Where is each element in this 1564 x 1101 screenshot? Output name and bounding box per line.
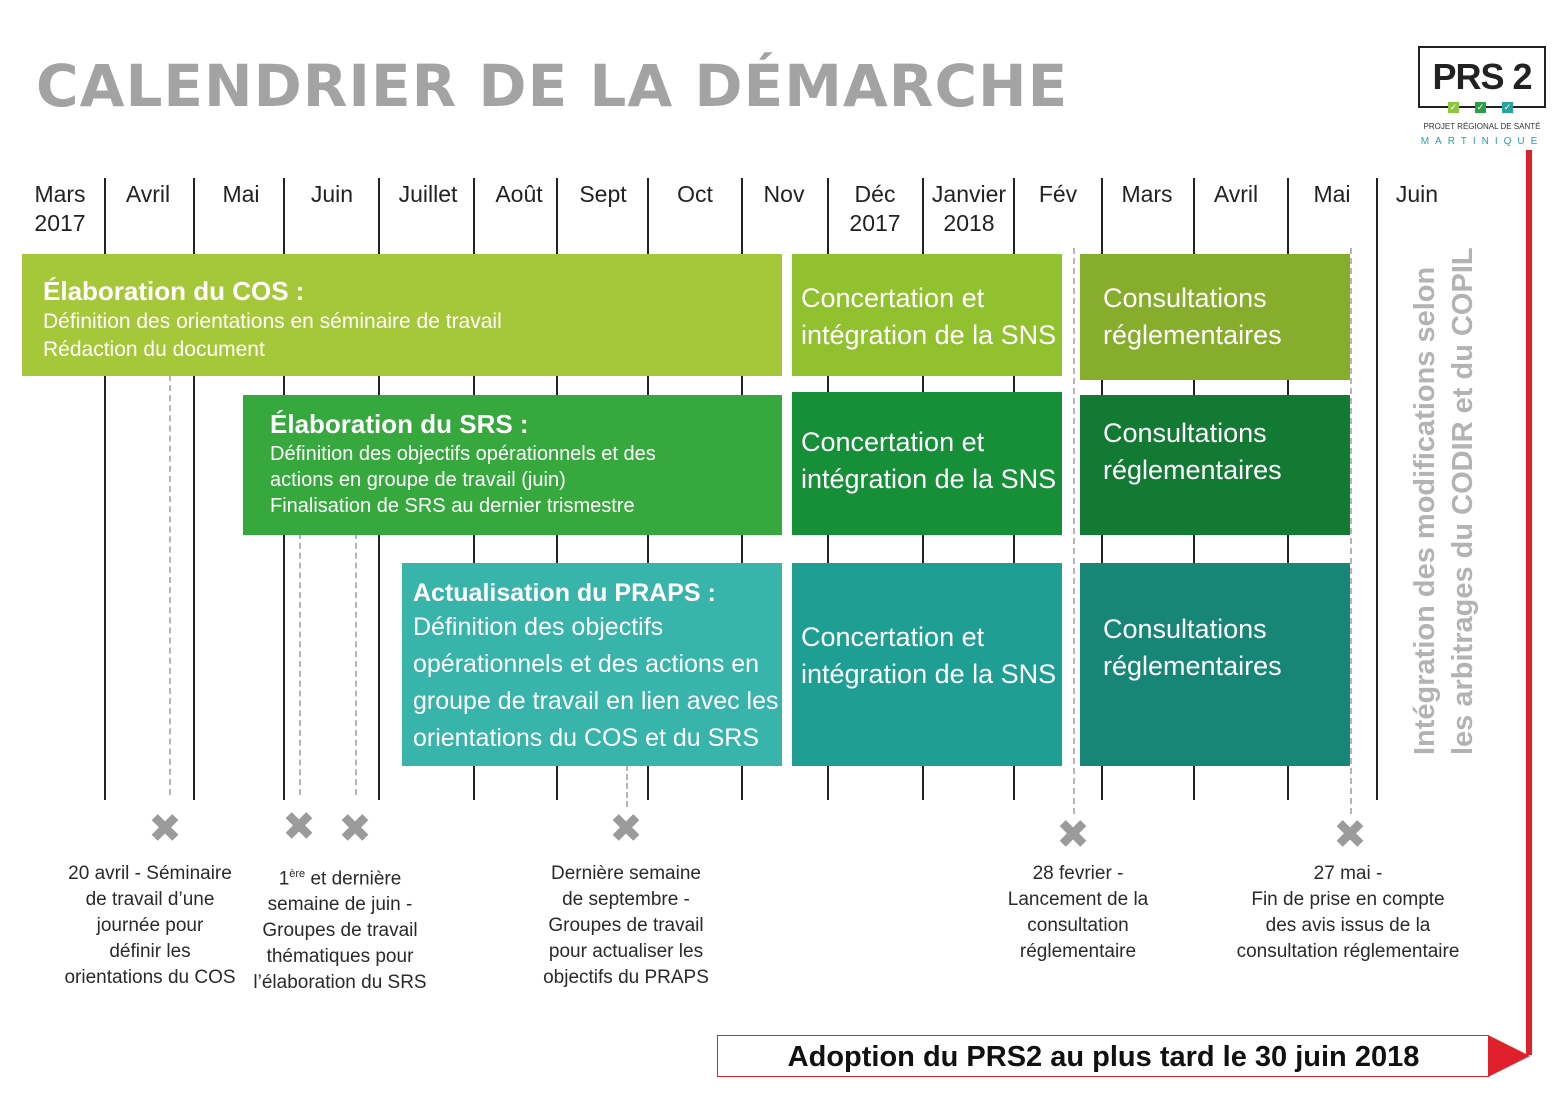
bar-line: Définition des objectifs opérationnels e… <box>270 443 656 465</box>
month-label: Fév <box>1038 181 1078 207</box>
bar-title: Élaboration du COS : <box>43 276 305 306</box>
bar-title: Élaboration du SRS : <box>270 409 529 439</box>
month-label: Mars 2017 <box>34 181 86 236</box>
month-label: Oct <box>677 181 713 207</box>
milestone-note-srs-groups: 1ère et dernière semaine de juin - Group… <box>245 861 435 996</box>
praps-consultation-bar: Consultations réglementaires <box>1080 563 1350 766</box>
vertical-note-text: Intégration des modifications selon les … <box>1409 247 1479 755</box>
srs-concertation-bar: Concertation et intégration de la SNS <box>792 392 1062 535</box>
bar-line: opérationnels et des actions en <box>413 650 760 678</box>
bar-line: Définition des orientations en séminaire… <box>43 310 502 333</box>
milestone-guide <box>1350 248 1352 814</box>
cos-consultation-bar: Consultations réglementaires <box>1080 254 1350 380</box>
prs2-logo: PRS 2 ✓ ✓ ✓ PROJET RÉGIONAL DE SANTÉ MAR… <box>1412 46 1552 150</box>
milestone-note-praps-groups: Dernière semaine de septembre - Groupes … <box>543 863 709 988</box>
deadline-line <box>1526 150 1532 1055</box>
month-label: Mai <box>1313 181 1351 207</box>
milestone-x-icon: ✖ <box>338 807 372 851</box>
srs-elaboration-bar: Élaboration du SRS : Définition des obje… <box>243 395 782 535</box>
month-label: Mars <box>1121 181 1173 207</box>
month-divider <box>104 178 106 800</box>
month-label: Juin <box>310 181 354 207</box>
milestone-note-consultation-end: 27 mai - Fin de prise en compte des avis… <box>1236 863 1460 962</box>
milestone-x-icon: ✖ <box>148 807 182 851</box>
month-label: Sept <box>579 181 627 207</box>
bar-line: actions en groupe de travail (juin) <box>270 469 566 491</box>
month-label: Avril <box>1213 181 1259 207</box>
milestone-note-cos-seminar: 20 avril - Séminaire de travail d’une jo… <box>64 863 236 988</box>
logo-box: PRS 2 <box>1418 46 1546 108</box>
month-divider <box>1376 178 1378 800</box>
month-label: Mai <box>222 181 260 207</box>
note-text: 1 <box>278 868 290 890</box>
bar-line: orientations du COS et du SRS <box>413 724 760 752</box>
month-label: Juillet <box>398 181 458 207</box>
milestone-x-icon: ✖ <box>609 807 643 851</box>
month-divider <box>193 178 195 800</box>
arrow-right-icon <box>1488 1035 1530 1077</box>
month-label: Déc 2017 <box>849 181 901 236</box>
bar-title: Actualisation du PRAPS : <box>413 579 716 607</box>
bar-line: Finalisation de SRS au dernier trismestr… <box>270 495 635 517</box>
milestone-note-consultation-launch: 28 fevrier - Lancement de la consultatio… <box>1007 863 1149 962</box>
milestone-x-icon: ✖ <box>282 805 316 849</box>
month-label: Nov <box>763 181 805 207</box>
check-icon: ✓ <box>1475 102 1486 113</box>
bar-line: groupe de travail en lien avec les <box>413 687 779 715</box>
check-icon: ✓ <box>1448 102 1459 113</box>
milestone-guide <box>626 765 628 807</box>
srs-consultation-bar: Consultations réglementaires <box>1080 395 1350 535</box>
note-text: et dernière semaine de juin - Groupes de… <box>253 868 427 994</box>
cos-concertation-bar: Concertation et intégration de la SNS <box>792 254 1062 376</box>
note-superscript: ère <box>289 868 306 880</box>
logo-subtitle: PROJET RÉGIONAL DE SANTÉ <box>1423 122 1541 131</box>
month-label: Janvier 2018 <box>931 181 1007 236</box>
bar-line: Rédaction du document <box>43 338 265 361</box>
page-title: CALENDRIER DE LA DÉMARCHE <box>36 52 1069 120</box>
milestone-guide <box>299 533 301 795</box>
milestone-x-icon: ✖ <box>1056 813 1090 857</box>
bar-line: Définition des objectifs <box>413 613 664 641</box>
month-label: Avril <box>125 181 171 207</box>
milestone-x-icon: ✖ <box>1333 813 1367 857</box>
milestone-guide <box>1073 248 1075 814</box>
codir-copil-note: Intégration des modifications selon les … <box>1406 247 1486 755</box>
check-icon: ✓ <box>1502 102 1513 113</box>
adoption-banner: Adoption du PRS2 au plus tard le 30 juin… <box>717 1035 1489 1077</box>
logo-region: MARTINIQUE <box>1420 136 1544 147</box>
milestone-guide <box>169 375 171 795</box>
month-label: Août <box>495 181 543 207</box>
praps-actualisation-bar: Actualisation du PRAPS : Définition des … <box>402 563 782 766</box>
adoption-text: Adoption du PRS2 au plus tard le 30 juin… <box>787 1041 1420 1073</box>
milestone-guide <box>355 533 357 795</box>
month-label: Juin <box>1395 181 1439 207</box>
praps-concertation-bar: Concertation et intégration de la SNS <box>792 563 1062 766</box>
logo-name: PRS 2 <box>1432 56 1532 97</box>
cos-elaboration-bar: Élaboration du COS : Définition des orie… <box>22 254 782 376</box>
logo-checkmarks: ✓ ✓ ✓ <box>1448 102 1513 113</box>
